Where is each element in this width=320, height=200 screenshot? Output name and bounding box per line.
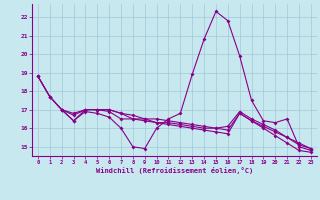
- X-axis label: Windchill (Refroidissement éolien,°C): Windchill (Refroidissement éolien,°C): [96, 167, 253, 174]
